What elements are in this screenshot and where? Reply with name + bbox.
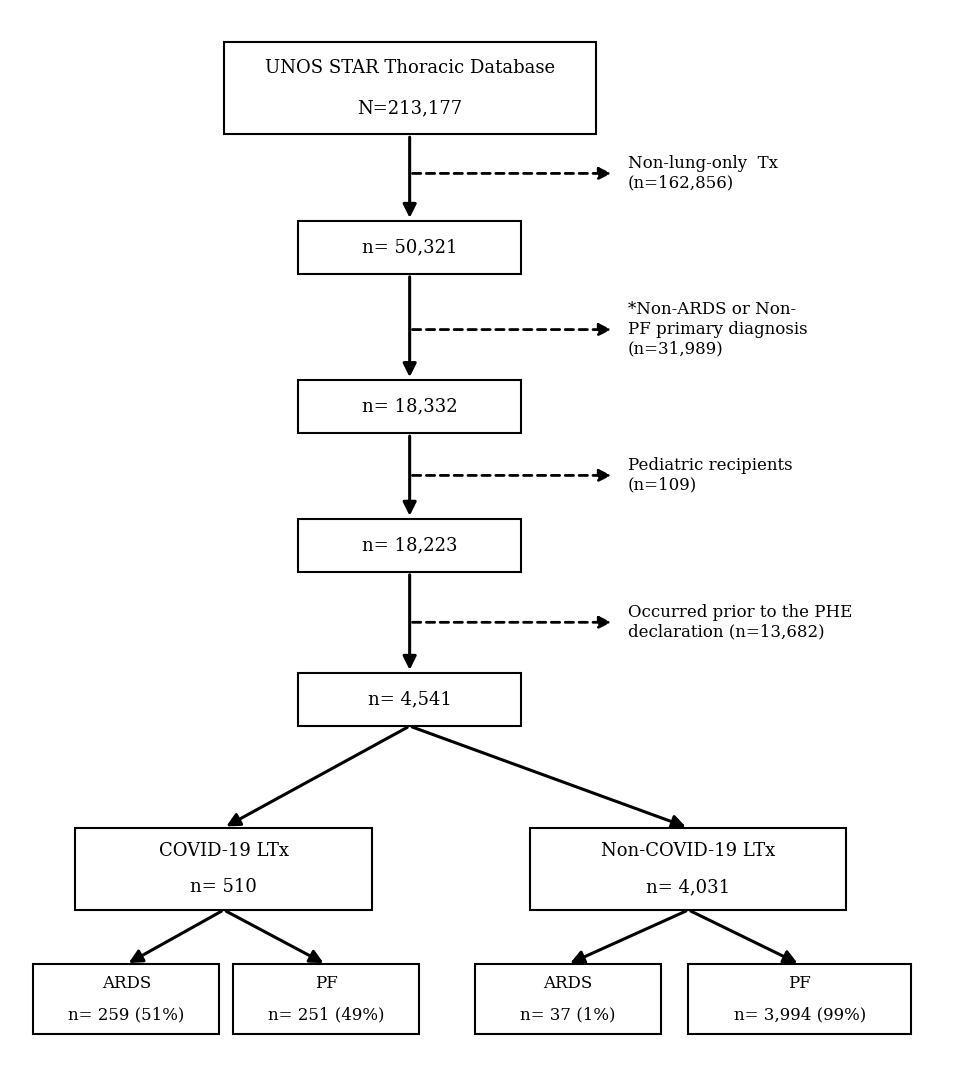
Text: n= 4,541: n= 4,541 [368,690,452,708]
Text: n= 251 (49%): n= 251 (49%) [268,1006,384,1023]
FancyBboxPatch shape [33,964,219,1035]
FancyBboxPatch shape [233,964,419,1035]
FancyBboxPatch shape [298,519,521,572]
FancyBboxPatch shape [474,964,660,1035]
Text: Non-COVID-19 LTx: Non-COVID-19 LTx [601,842,775,860]
Text: n= 259 (51%): n= 259 (51%) [68,1006,185,1023]
Text: n= 18,332: n= 18,332 [362,398,458,415]
Text: PF: PF [789,976,811,993]
Text: n= 510: n= 510 [191,877,257,896]
FancyBboxPatch shape [298,380,521,433]
Text: UNOS STAR Thoracic Database: UNOS STAR Thoracic Database [264,59,555,77]
FancyBboxPatch shape [530,828,846,910]
Text: ARDS: ARDS [543,976,592,993]
Text: n= 50,321: n= 50,321 [362,239,458,257]
Text: ARDS: ARDS [102,976,151,993]
Text: Pediatric recipients
(n=109): Pediatric recipients (n=109) [628,457,793,493]
FancyBboxPatch shape [298,673,521,727]
FancyBboxPatch shape [298,220,521,274]
Text: N=213,177: N=213,177 [357,100,463,118]
Text: *Non-ARDS or Non-
PF primary diagnosis
(n=31,989): *Non-ARDS or Non- PF primary diagnosis (… [628,302,807,357]
Text: n= 18,223: n= 18,223 [362,536,458,554]
Text: n= 4,031: n= 4,031 [647,877,731,896]
FancyBboxPatch shape [76,828,373,910]
FancyBboxPatch shape [224,42,595,135]
Text: n= 37 (1%): n= 37 (1%) [520,1006,616,1023]
Text: Non-lung-only  Tx
(n=162,856): Non-lung-only Tx (n=162,856) [628,155,778,192]
Text: PF: PF [315,976,338,993]
Text: n= 3,994 (99%): n= 3,994 (99%) [734,1006,866,1023]
Text: COVID-19 LTx: COVID-19 LTx [159,842,288,860]
Text: Occurred prior to the PHE
declaration (n=13,682): Occurred prior to the PHE declaration (n… [628,603,853,641]
FancyBboxPatch shape [688,964,912,1035]
